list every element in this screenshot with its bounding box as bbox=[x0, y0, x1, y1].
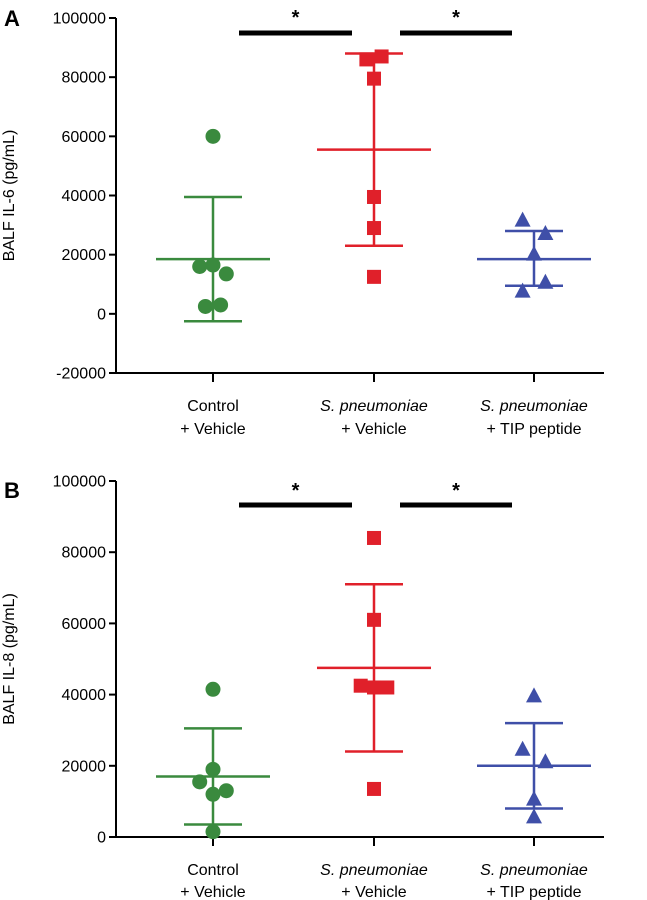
data-point bbox=[192, 774, 208, 790]
x-tick-label-line1: Control bbox=[187, 862, 239, 879]
data-point bbox=[367, 221, 381, 236]
x-tick-label-line2: + Vehicle bbox=[341, 884, 406, 900]
y-tick-label: 60000 bbox=[62, 129, 107, 146]
y-tick-label: 20000 bbox=[62, 247, 107, 264]
data-point bbox=[367, 269, 381, 284]
data-point bbox=[359, 52, 374, 67]
x-tick-label-line1: S. pneumoniae bbox=[480, 398, 588, 415]
x-tick-label-line2: + TIP peptide bbox=[486, 884, 581, 900]
y-tick-label: 60000 bbox=[62, 616, 107, 633]
y-tick-label: -20000 bbox=[56, 366, 106, 383]
significance-star: * bbox=[292, 480, 300, 502]
data-point bbox=[353, 678, 368, 693]
data-point bbox=[367, 781, 381, 796]
data-point bbox=[537, 224, 554, 240]
data-point bbox=[367, 530, 381, 545]
y-tick-label: 100000 bbox=[53, 474, 106, 491]
data-point bbox=[367, 680, 381, 695]
data-point bbox=[514, 740, 531, 756]
y-axis-label: BALF IL-6 (pg/mL) bbox=[1, 130, 18, 262]
data-point bbox=[526, 790, 542, 806]
y-tick-label: 0 bbox=[97, 830, 106, 847]
panel-letter: B bbox=[4, 478, 20, 503]
x-tick-label-line1: S. pneumoniae bbox=[320, 862, 428, 879]
data-point bbox=[526, 687, 542, 703]
y-tick-label: 20000 bbox=[62, 758, 107, 775]
data-point bbox=[205, 681, 221, 697]
y-tick-label: 40000 bbox=[62, 188, 107, 205]
data-point bbox=[380, 680, 395, 695]
x-tick-label-line1: Control bbox=[187, 398, 239, 415]
x-tick-label-line2: + Vehicle bbox=[180, 421, 245, 438]
y-tick-label: 80000 bbox=[62, 545, 107, 562]
data-point bbox=[367, 612, 381, 627]
x-tick-label-line2: + Vehicle bbox=[180, 884, 245, 900]
data-point bbox=[205, 257, 221, 273]
x-tick-label-line2: + TIP peptide bbox=[486, 421, 581, 438]
data-point bbox=[374, 49, 389, 64]
y-tick-label: 0 bbox=[97, 306, 106, 323]
y-tick-label: 100000 bbox=[53, 11, 106, 28]
chart-panel-b: B 0 20000 40000 60000 80000 100000 BALF IL-8 (p… bbox=[1, 474, 604, 900]
data-point bbox=[205, 786, 221, 802]
panel-letter: A bbox=[4, 6, 20, 31]
x-tick-label-line1: S. pneumoniae bbox=[480, 862, 588, 879]
data-point bbox=[205, 761, 221, 777]
significance-star: * bbox=[452, 480, 460, 502]
data-point bbox=[526, 245, 542, 261]
data-point bbox=[367, 189, 381, 204]
data-point bbox=[367, 71, 381, 86]
data-point bbox=[205, 128, 221, 144]
data-point bbox=[213, 297, 229, 313]
y-tick-label: 40000 bbox=[62, 687, 107, 704]
data-point bbox=[514, 211, 531, 227]
data-point bbox=[537, 753, 554, 769]
data-point bbox=[205, 824, 221, 840]
x-tick-label-line2: + Vehicle bbox=[341, 421, 406, 438]
data-point bbox=[218, 266, 234, 282]
data-point bbox=[218, 783, 234, 799]
y-tick-label: 80000 bbox=[62, 70, 107, 87]
data-point bbox=[537, 273, 554, 289]
x-tick-label-line1: S. pneumoniae bbox=[320, 398, 428, 415]
data-point bbox=[192, 259, 208, 274]
significance-star: * bbox=[452, 7, 460, 29]
data-point bbox=[197, 298, 213, 314]
data-point bbox=[514, 282, 531, 298]
significance-star: * bbox=[292, 7, 300, 29]
chart-panel-a: A -20000 0 20000 40000 60000 80000 100000 BALF I… bbox=[1, 6, 604, 438]
y-axis-label: BALF IL-8 (pg/mL) bbox=[1, 593, 18, 725]
data-point bbox=[526, 808, 542, 824]
